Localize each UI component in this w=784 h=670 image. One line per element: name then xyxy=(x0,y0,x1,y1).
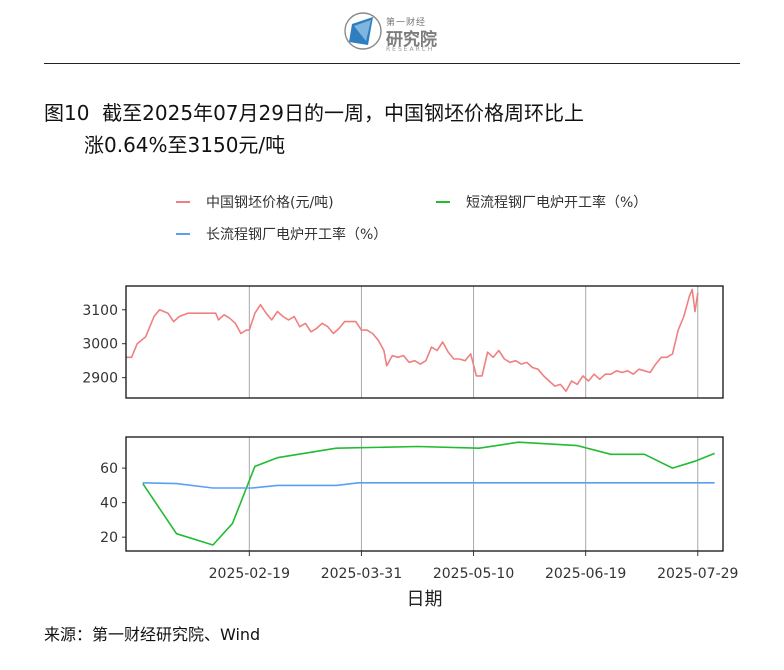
brand-logo: 第一财经 研究院 RESEARCH xyxy=(340,8,450,54)
series-line xyxy=(142,481,715,489)
legend-item: 长流程钢厂电炉开工率（%） xyxy=(176,226,387,243)
legend-label: 长流程钢厂电炉开工率（%） xyxy=(206,226,387,243)
header-divider xyxy=(44,63,740,64)
chart-panel-utilization: 20 40 60 xyxy=(100,436,724,552)
x-tick-label: 2025-05-10 xyxy=(433,566,514,582)
y-tick-label: 3100 xyxy=(82,303,118,319)
source-note: 来源：第一财经研究院、Wind xyxy=(44,625,261,644)
x-tick-label: 2025-06-19 xyxy=(545,566,626,582)
brand-logo-icon xyxy=(344,12,382,50)
brand-logo-top-text: 第一财经 xyxy=(386,18,427,28)
panel-border xyxy=(125,436,724,552)
y-tick-label: 20 xyxy=(100,530,118,546)
figure-title-line-2: 涨0.64%至3150元/吨 xyxy=(84,133,286,157)
figure-title-text-1: 截至2025年07月29日的一周，中国钢坯价格周环比上 xyxy=(102,101,584,125)
x-tick-label: 2025-03-31 xyxy=(321,566,402,582)
x-tick-label: 2025-02-19 xyxy=(209,566,290,582)
x-axis-label: 日期 xyxy=(407,589,443,610)
legend-label: 中国钢坯价格(元/吨) xyxy=(206,195,334,211)
x-tick-label: 2025-07-29 xyxy=(657,566,738,582)
y-tick-label: 40 xyxy=(100,496,118,512)
y-tick-label: 60 xyxy=(100,461,118,477)
y-tick-label: 3000 xyxy=(82,337,118,353)
series-line xyxy=(126,288,699,393)
brand-logo-main-text: 研究院 xyxy=(386,30,437,50)
panel-border xyxy=(125,285,724,399)
report-header: 第一财经 研究院 RESEARCH xyxy=(0,0,784,64)
y-tick-label: 2900 xyxy=(82,371,118,387)
legend-item: 短流程钢厂电炉开工率（%） xyxy=(436,194,647,211)
figure-number: 图10 xyxy=(44,101,90,125)
brand-logo-sub-text: RESEARCH xyxy=(386,46,435,53)
figure-title: 图10 截至2025年07月29日的一周，中国钢坯价格周环比上 涨0.64%至3… xyxy=(44,97,744,161)
figure-title-line-1: 图10 截至2025年07月29日的一周，中国钢坯价格周环比上 xyxy=(44,97,744,129)
legend-label: 短流程钢厂电炉开工率（%） xyxy=(466,194,647,211)
chart-panel-price: 2900 3000 3100 xyxy=(82,285,724,399)
legend-item: 中国钢坯价格(元/吨) xyxy=(176,195,334,211)
series-line xyxy=(142,441,715,546)
